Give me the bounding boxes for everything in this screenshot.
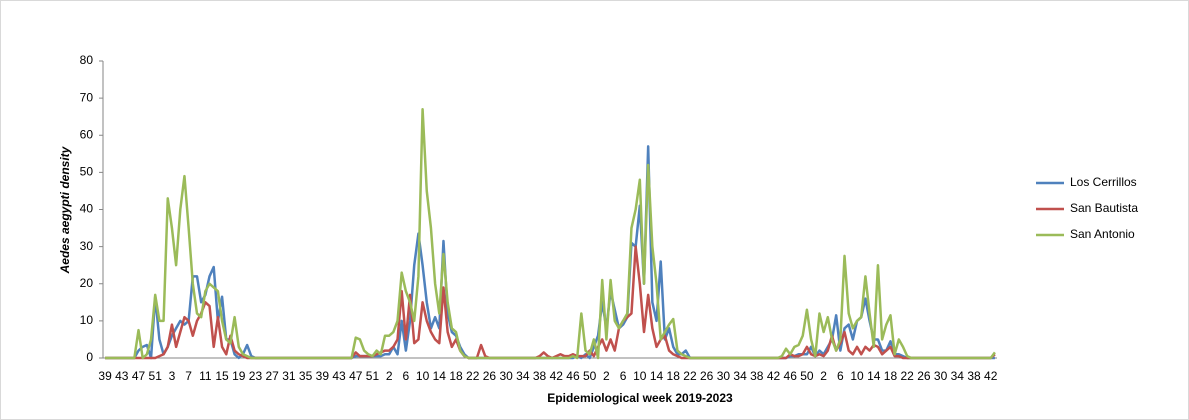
x-tick-label: 42	[767, 369, 781, 383]
x-tick-label: 38	[967, 369, 981, 383]
x-tick-label: 51	[366, 369, 380, 383]
x-tick-label: 26	[917, 369, 931, 383]
x-tick-label: 18	[667, 369, 681, 383]
y-tick-label: 0	[86, 350, 93, 364]
x-tick-label: 46	[784, 369, 798, 383]
legend-label: Los Cerrillos	[1070, 175, 1137, 189]
x-tick-label: 26	[700, 369, 714, 383]
y-tick-label: 80	[80, 53, 94, 67]
x-tick-label: 2	[820, 369, 827, 383]
x-tick-label: 6	[620, 369, 627, 383]
x-tick-label: 3	[169, 369, 176, 383]
x-tick-label: 14	[650, 369, 664, 383]
x-tick-label: 10	[416, 369, 430, 383]
x-tick-label: 10	[850, 369, 864, 383]
x-tick-label: 47	[132, 369, 146, 383]
x-tick-label: 18	[884, 369, 898, 383]
legend-label: San Antonio	[1070, 227, 1135, 241]
x-tick-label: 31	[282, 369, 296, 383]
x-tick-label: 35	[299, 369, 313, 383]
x-tick-label: 10	[633, 369, 647, 383]
x-tick-label: 19	[232, 369, 246, 383]
x-tick-label: 38	[533, 369, 547, 383]
x-tick-label: 23	[249, 369, 263, 383]
x-tick-label: 30	[934, 369, 948, 383]
series-line	[105, 108, 996, 360]
x-tick-label: 39	[316, 369, 330, 383]
x-tick-label: 11	[199, 369, 212, 383]
x-tick-label: 30	[499, 369, 513, 383]
x-tick-label: 43	[115, 369, 129, 383]
x-tick-label: 7	[185, 369, 192, 383]
x-tick-label: 43	[332, 369, 346, 383]
y-tick-label: 50	[80, 165, 94, 179]
x-axis-title: Epidemiological week 2019-2023	[547, 391, 733, 405]
x-tick-label: 34	[516, 369, 530, 383]
x-tick-label: 2	[386, 369, 393, 383]
x-tick-label: 42	[984, 369, 998, 383]
legend-label: San Bautista	[1070, 201, 1138, 215]
x-tick-label: 50	[583, 369, 597, 383]
x-tick-label: 30	[717, 369, 731, 383]
x-tick-label: 47	[349, 369, 363, 383]
y-tick-label: 70	[80, 90, 94, 104]
y-tick-label: 20	[80, 276, 94, 290]
x-tick-label: 6	[837, 369, 844, 383]
x-tick-label: 22	[466, 369, 480, 383]
x-tick-label: 14	[433, 369, 447, 383]
x-tick-label: 6	[403, 369, 410, 383]
x-tick-label: 34	[733, 369, 747, 383]
x-tick-label: 15	[215, 369, 229, 383]
y-tick-label: 40	[80, 202, 94, 216]
x-tick-label: 18	[449, 369, 463, 383]
y-tick-label: 30	[80, 239, 94, 253]
x-tick-label: 14	[867, 369, 881, 383]
x-tick-label: 22	[683, 369, 697, 383]
y-tick-label: 10	[80, 313, 94, 327]
x-tick-label: 26	[483, 369, 497, 383]
x-tick-label: 42	[550, 369, 564, 383]
y-axis-title: Aedes aegypti density	[58, 145, 72, 274]
x-tick-label: 46	[566, 369, 580, 383]
x-tick-label: 22	[901, 369, 915, 383]
x-tick-label: 39	[98, 369, 112, 383]
x-tick-label: 27	[266, 369, 280, 383]
x-tick-label: 50	[800, 369, 814, 383]
x-tick-label: 38	[750, 369, 764, 383]
x-tick-label: 34	[951, 369, 965, 383]
x-tick-label: 51	[149, 369, 163, 383]
x-tick-label: 2	[603, 369, 610, 383]
y-tick-label: 60	[80, 127, 94, 141]
